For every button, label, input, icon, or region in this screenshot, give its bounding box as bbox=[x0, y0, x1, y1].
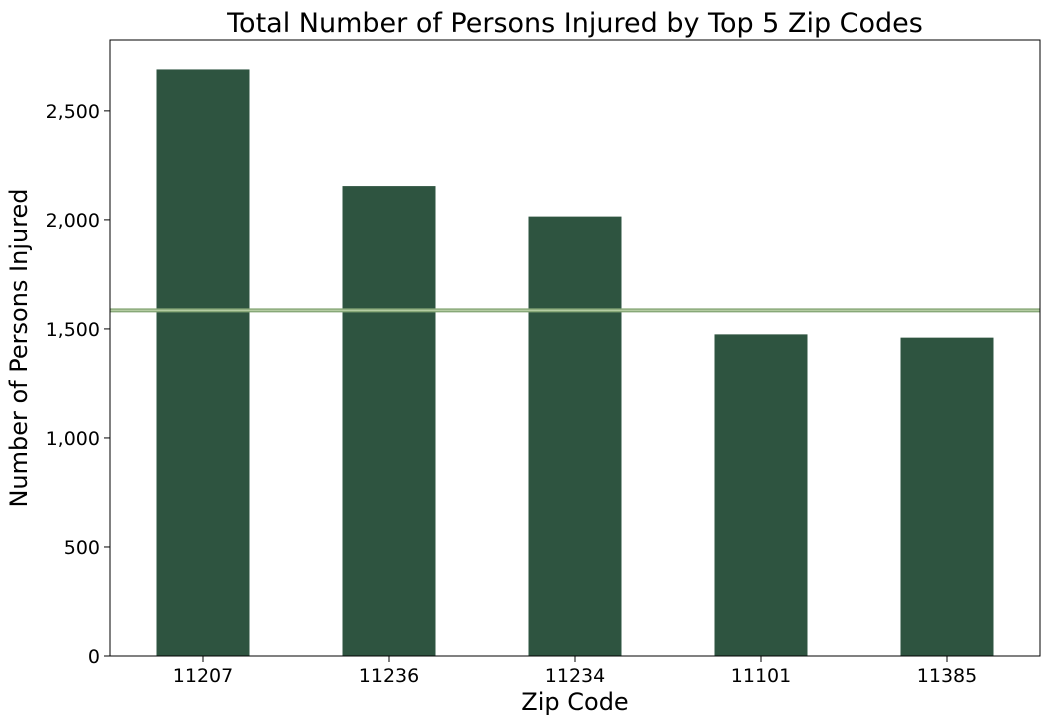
x-tick-label: 11207 bbox=[173, 665, 233, 687]
y-axis: 0 500 1,000 1,500 2,000 2,500 bbox=[46, 101, 110, 668]
x-tick-label: 11236 bbox=[359, 665, 419, 687]
y-tick-label: 2,500 bbox=[46, 101, 100, 123]
y-tick-label: 500 bbox=[64, 537, 100, 559]
y-tick-label: 1,500 bbox=[46, 319, 100, 341]
y-axis-title: Number of Persons Injured bbox=[5, 188, 33, 507]
y-tick-label: 1,000 bbox=[46, 428, 100, 450]
bar-11234 bbox=[528, 216, 622, 656]
bars-group bbox=[156, 69, 994, 657]
bar-11236 bbox=[342, 186, 436, 656]
chart-title: Total Number of Persons Injured by Top 5… bbox=[226, 8, 923, 39]
x-tick-label: 11385 bbox=[917, 665, 977, 687]
bar-11207 bbox=[156, 69, 250, 657]
y-tick-label: 0 bbox=[88, 646, 100, 668]
x-axis: 11207 11236 11234 11101 11385 bbox=[173, 656, 977, 687]
x-tick-label: 11101 bbox=[731, 665, 791, 687]
bar-11101 bbox=[714, 334, 808, 656]
y-tick-label: 2,000 bbox=[46, 210, 100, 232]
bar-11385 bbox=[900, 337, 994, 656]
x-axis-title: Zip Code bbox=[521, 688, 628, 716]
x-tick-label: 11234 bbox=[545, 665, 605, 687]
